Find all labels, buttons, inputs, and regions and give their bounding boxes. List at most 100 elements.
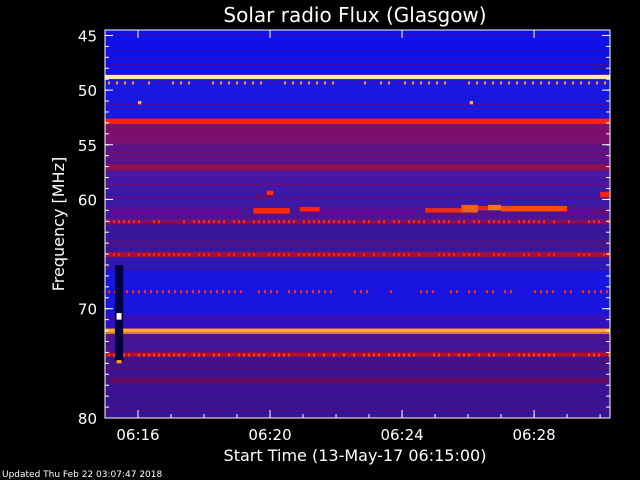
chart-title: Solar radio Flux (Glasgow) — [223, 3, 486, 27]
interference-dot — [533, 220, 535, 224]
interference-dot — [253, 353, 255, 357]
interference-dot — [420, 81, 422, 85]
noise-row — [105, 108, 610, 109]
interference-dot — [292, 81, 294, 85]
interference-dot — [418, 253, 420, 257]
interference-dot — [203, 253, 205, 257]
interference-dot — [353, 220, 355, 224]
interference-dot — [433, 353, 435, 357]
interference-dot — [183, 353, 185, 357]
interference-dot — [473, 253, 475, 257]
interference-dot — [132, 290, 134, 294]
interference-dot — [328, 253, 330, 257]
noise-row — [105, 104, 610, 105]
noise-row — [105, 196, 610, 197]
interference-dot — [428, 81, 430, 85]
interference-dot — [153, 253, 155, 257]
interference-dot — [473, 220, 475, 224]
radio-burst — [116, 313, 122, 320]
interference-dot — [363, 220, 365, 224]
interference-dot — [543, 353, 545, 357]
interference-dot — [364, 81, 366, 85]
interference-dot — [308, 253, 310, 257]
noise-row — [105, 164, 610, 165]
interference-dot — [218, 220, 220, 224]
noise-row — [105, 382, 610, 383]
interference-dot — [203, 220, 205, 224]
interference-dot — [234, 290, 236, 294]
interference-dot — [438, 220, 440, 224]
interference-dot — [220, 81, 222, 85]
interference-dot — [556, 81, 558, 85]
interference-dot — [518, 353, 520, 357]
interference-dot — [448, 353, 450, 357]
noise-row — [105, 248, 610, 249]
noise-row — [105, 380, 610, 381]
interference-dot — [468, 353, 470, 357]
interference-dot — [148, 81, 150, 85]
interference-dot — [393, 353, 395, 357]
noise-row — [105, 388, 610, 389]
noise-row — [105, 298, 610, 299]
interference-dot — [474, 290, 476, 294]
interference-dot — [363, 253, 365, 257]
interference-dot — [278, 353, 280, 357]
noise-row — [105, 370, 610, 371]
noise-row — [105, 212, 610, 213]
interference-dot — [333, 353, 335, 357]
interference-dot — [588, 81, 590, 85]
interference-dot — [248, 353, 250, 357]
interference-dot — [420, 290, 422, 294]
interference-dot — [450, 290, 452, 294]
interference-dot — [236, 81, 238, 85]
interference-dot — [163, 253, 165, 257]
interference-dot — [228, 353, 230, 357]
interference-dot — [288, 290, 290, 294]
interference-dot — [453, 253, 455, 257]
frequency-band — [105, 356, 610, 418]
interference-dot — [138, 253, 140, 257]
interference-dot — [332, 81, 334, 85]
interference-dot — [183, 253, 185, 257]
y-tick-label: 50 — [78, 82, 97, 100]
y-axis-label: Frequency [MHz] — [49, 157, 68, 291]
interference-dot — [498, 220, 500, 224]
interference-dot — [468, 81, 470, 85]
interference-dot — [268, 253, 270, 257]
frequency-band — [105, 144, 610, 165]
interference-dot — [273, 220, 275, 224]
y-tick-label: 55 — [78, 137, 97, 155]
interference-dot — [300, 290, 302, 294]
interference-dot — [223, 220, 225, 224]
interference-dot — [436, 81, 438, 85]
interference-dot — [218, 353, 220, 357]
interference-dot — [208, 220, 210, 224]
interference-dot — [163, 353, 165, 357]
interference-dot — [484, 81, 486, 85]
radio-burst — [487, 204, 502, 211]
interference-dot — [608, 353, 610, 357]
noise-row — [105, 40, 610, 41]
interference-dot — [533, 353, 535, 357]
noise-row — [105, 228, 610, 229]
interference-dot — [508, 353, 510, 357]
interference-dot — [128, 253, 130, 257]
noise-row — [105, 80, 610, 81]
x-tick-label: 06:28 — [512, 426, 555, 444]
noise-row — [105, 392, 610, 393]
radio-burst — [461, 204, 478, 213]
interference-dot — [318, 290, 320, 294]
interference-dot — [203, 353, 205, 357]
interference-dot — [213, 220, 215, 224]
interference-dot — [408, 353, 410, 357]
interference-dot — [354, 290, 356, 294]
interference-dot — [193, 353, 195, 357]
interference-dot — [233, 253, 235, 257]
interference-dot — [463, 253, 465, 257]
interference-dot — [288, 220, 290, 224]
radio-burst — [425, 208, 462, 213]
frequency-band — [105, 223, 610, 252]
interference-dot — [443, 253, 445, 257]
interference-dot — [283, 220, 285, 224]
interference-dot — [188, 81, 190, 85]
